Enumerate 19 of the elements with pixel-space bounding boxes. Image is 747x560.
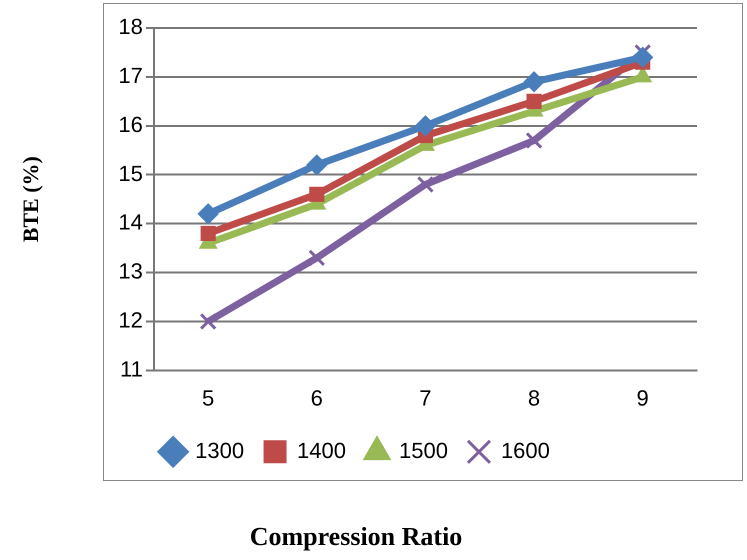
x-tick-label: 6 — [310, 386, 323, 411]
legend-label: 1600 — [500, 438, 550, 463]
y-tick-label: 16 — [118, 112, 143, 137]
y-tick-label: 14 — [118, 210, 143, 235]
y-tick-label: 17 — [118, 62, 143, 88]
x-axis-title: Compression Ratio — [250, 522, 462, 552]
x-tick-label: 7 — [419, 386, 432, 411]
x-tick-label: 8 — [528, 386, 540, 411]
y-tick-label: 12 — [118, 308, 143, 333]
y-tick-label: 15 — [118, 160, 143, 186]
y-tick-label: 18 — [118, 14, 143, 40]
legend-label: 1500 — [399, 438, 448, 463]
y-tick-label: 11 — [120, 356, 143, 382]
legend-label: 1300 — [195, 438, 244, 463]
x-tick-label: 5 — [202, 386, 214, 411]
y-axis-title: BTE (%) — [18, 156, 43, 242]
y-tick-label: 13 — [118, 258, 143, 284]
x-tick-label: 9 — [636, 386, 649, 411]
legend-label: 1400 — [297, 438, 346, 463]
